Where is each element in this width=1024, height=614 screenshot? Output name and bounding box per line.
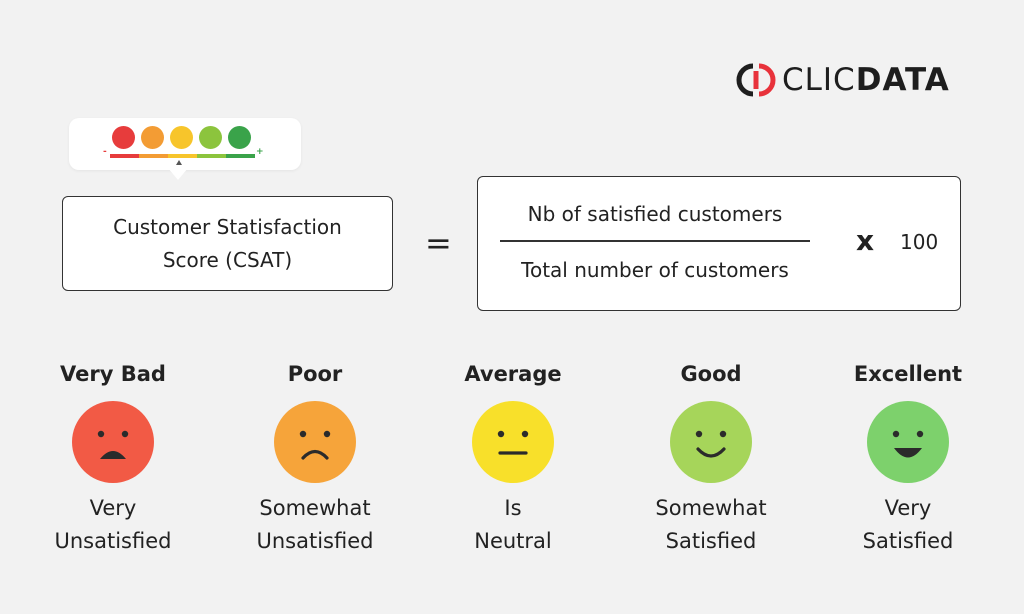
- logo-wordmark: CLICDATA: [782, 62, 950, 98]
- face-circle: [472, 401, 554, 483]
- csat-label: Customer Statisfaction Score (CSAT): [113, 214, 342, 272]
- scale-item-excellent: Excellent Very Satisfied: [818, 360, 998, 558]
- face-circle: [274, 401, 356, 483]
- mouth: [894, 448, 922, 458]
- scale-description-line-1: Very: [89, 496, 137, 520]
- mini-face-very-bad: [112, 126, 135, 149]
- right-eye: [916, 430, 924, 438]
- bubble-tail: [168, 168, 188, 180]
- clicdata-logo-icon: [736, 63, 776, 97]
- scale-item-very-bad: Very Bad Very Unsatisfied: [23, 360, 203, 558]
- scale-title: Poor: [287, 362, 343, 386]
- right-eye: [121, 430, 129, 438]
- scale-segment-1: [110, 154, 139, 158]
- scale-item-poor: Poor Somewhat Unsatisfied: [225, 360, 405, 558]
- right-eye: [521, 430, 529, 438]
- left-eye: [892, 430, 900, 438]
- scale-description-line-1: Very: [884, 496, 932, 520]
- sad-face-icon: [274, 401, 356, 483]
- face-circle: [72, 401, 154, 483]
- equals-sign: =: [425, 224, 452, 262]
- scale-description-line-2: Satisfied: [862, 529, 954, 553]
- scale-item-good: Good Somewhat Satisfied: [621, 360, 801, 558]
- scale-description-line-1: Somewhat: [259, 496, 371, 520]
- very-sad-face-icon: [72, 401, 154, 483]
- scale-segment-5: [226, 154, 255, 158]
- scale-description-line-1: Is: [504, 496, 522, 520]
- formula-factor: 100: [900, 230, 939, 254]
- mouth: [696, 447, 726, 458]
- face-circle: [867, 401, 949, 483]
- formula-box: [477, 176, 961, 311]
- minus-sign: -: [103, 147, 107, 157]
- formula-numerator: Nb of satisfied customers: [527, 202, 783, 226]
- scale-description-line-2: Unsatisfied: [256, 529, 374, 553]
- scale-segment-2: [139, 154, 168, 158]
- clicdata-logo: CLICDATA: [736, 62, 950, 98]
- scale-description-line-2: Satisfied: [665, 529, 757, 553]
- multiply-sign: x: [856, 224, 875, 257]
- caret-up-icon: [176, 160, 182, 165]
- rating-widget: - +: [69, 118, 301, 170]
- mini-face-poor: [141, 126, 164, 149]
- fraction-line: [500, 240, 810, 242]
- scale-description-line-1: Somewhat: [655, 496, 767, 520]
- mouth: [301, 449, 329, 460]
- scale-item-average: Average Is Neutral: [423, 360, 603, 558]
- scale-title: Good: [680, 362, 742, 386]
- grin-face-icon: [867, 401, 949, 483]
- mini-face-excellent: [228, 126, 251, 149]
- left-eye: [497, 430, 505, 438]
- left-eye: [97, 430, 105, 438]
- scale-segment-4: [197, 154, 226, 158]
- left-eye: [695, 430, 703, 438]
- scale-title: Very Bad: [60, 362, 166, 386]
- mouth: [100, 451, 126, 459]
- mini-face-good: [199, 126, 222, 149]
- scale-title: Average: [464, 362, 562, 386]
- scale-segment-3: [168, 154, 197, 158]
- right-eye: [719, 430, 727, 438]
- plus-sign: +: [256, 147, 264, 157]
- csat-label-box: Customer Statisfaction Score (CSAT): [62, 196, 393, 291]
- face-circle: [670, 401, 752, 483]
- left-eye: [299, 430, 307, 438]
- formula-denominator: Total number of customers: [521, 258, 789, 282]
- scale-title: Excellent: [853, 362, 963, 386]
- scale-description-line-2: Unsatisfied: [54, 529, 172, 553]
- scale-description-line-2: Neutral: [474, 529, 552, 553]
- smile-face-icon: [670, 401, 752, 483]
- right-eye: [323, 430, 331, 438]
- mini-face-average: [170, 126, 193, 149]
- neutral-face-icon: [472, 401, 554, 483]
